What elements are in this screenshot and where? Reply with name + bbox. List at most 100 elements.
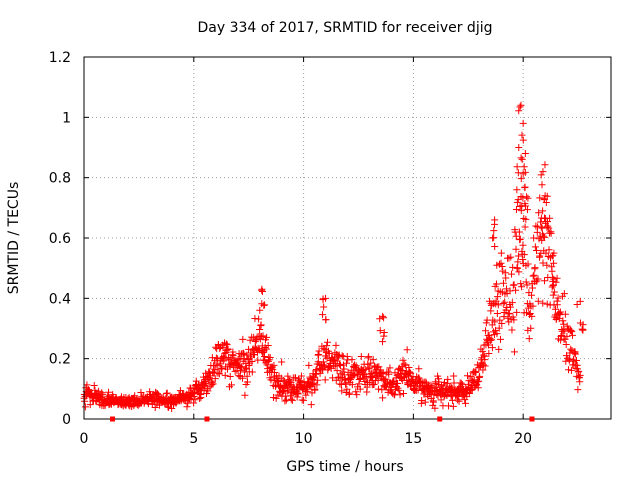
- x-axis-marker: [529, 416, 535, 422]
- data-point: [508, 299, 516, 307]
- data-point: [144, 400, 152, 408]
- data-point: [231, 367, 239, 375]
- data-point: [538, 181, 546, 189]
- data-point: [544, 222, 552, 230]
- data-point: [263, 361, 271, 369]
- data-point: [284, 387, 292, 395]
- data-point: [300, 396, 308, 404]
- data-point: [379, 369, 387, 377]
- data-point: [355, 376, 363, 384]
- y-tick-label: 1: [62, 110, 71, 126]
- data-point: [523, 281, 531, 289]
- data-point: [547, 229, 555, 237]
- data-point: [292, 374, 300, 382]
- data-point: [380, 314, 388, 322]
- data-point: [342, 359, 350, 367]
- data-points: [80, 101, 587, 413]
- data-point: [536, 194, 544, 202]
- data-point: [488, 344, 496, 352]
- data-point: [519, 256, 527, 264]
- data-point: [450, 379, 458, 387]
- data-point: [505, 309, 513, 317]
- data-point: [554, 294, 562, 302]
- data-point: [515, 144, 523, 151]
- data-point: [101, 401, 109, 409]
- data-point: [564, 354, 572, 362]
- data-point: [282, 396, 290, 404]
- data-point: [521, 168, 529, 176]
- data-point: [480, 351, 488, 359]
- data-point: [307, 401, 315, 409]
- data-point: [512, 286, 520, 294]
- data-point: [415, 374, 423, 382]
- data-point: [95, 387, 103, 395]
- data-point: [510, 316, 518, 324]
- data-point: [338, 352, 346, 360]
- data-point: [321, 346, 329, 354]
- data-point: [418, 397, 426, 405]
- data-point: [447, 393, 455, 401]
- data-point: [493, 261, 501, 269]
- data-point: [543, 300, 551, 308]
- data-point: [516, 103, 524, 111]
- data-point: [239, 335, 247, 343]
- data-point: [445, 402, 453, 410]
- data-point: [196, 394, 204, 402]
- data-point: [246, 336, 254, 344]
- data-point: [562, 341, 570, 349]
- data-point: [264, 341, 272, 349]
- data-point: [484, 341, 492, 349]
- data-point: [479, 347, 487, 355]
- data-point: [281, 397, 289, 405]
- data-point: [322, 316, 330, 324]
- data-point: [483, 335, 491, 343]
- data-point: [267, 376, 275, 384]
- data-point: [514, 258, 522, 266]
- data-point: [287, 378, 295, 386]
- data-point: [435, 378, 443, 386]
- data-point: [485, 349, 493, 357]
- data-point: [481, 362, 489, 370]
- data-point: [437, 396, 445, 404]
- data-point: [262, 345, 270, 353]
- data-point: [204, 387, 212, 395]
- data-point: [378, 386, 386, 394]
- data-point: [454, 393, 462, 401]
- data-point: [329, 355, 337, 363]
- data-point: [571, 350, 579, 358]
- data-point: [206, 372, 214, 380]
- data-point: [353, 391, 361, 399]
- data-point: [321, 376, 329, 384]
- data-point: [430, 398, 438, 406]
- data-point: [517, 280, 525, 288]
- data-point: [523, 193, 531, 201]
- data-point: [507, 253, 515, 261]
- y-tick-label: 1.2: [49, 50, 71, 66]
- data-point: [348, 381, 356, 389]
- data-point: [576, 297, 584, 305]
- data-point: [567, 366, 575, 374]
- data-point: [406, 381, 414, 389]
- data-point: [499, 279, 507, 287]
- data-point: [235, 372, 243, 380]
- data-point: [498, 262, 506, 270]
- data-point: [488, 336, 496, 344]
- data-point: [539, 207, 547, 215]
- data-point: [440, 378, 448, 386]
- data-point: [380, 332, 388, 340]
- data-point: [574, 386, 582, 394]
- data-point: [556, 308, 564, 316]
- data-point: [491, 220, 499, 228]
- data-point: [579, 326, 587, 334]
- data-point: [256, 306, 264, 314]
- data-point: [333, 367, 341, 375]
- data-point: [248, 357, 256, 365]
- data-point: [550, 288, 558, 296]
- data-point: [191, 396, 199, 404]
- data-point: [490, 234, 498, 242]
- data-point: [295, 375, 303, 383]
- data-point: [497, 249, 505, 257]
- data-point: [302, 391, 310, 399]
- data-point: [184, 399, 192, 407]
